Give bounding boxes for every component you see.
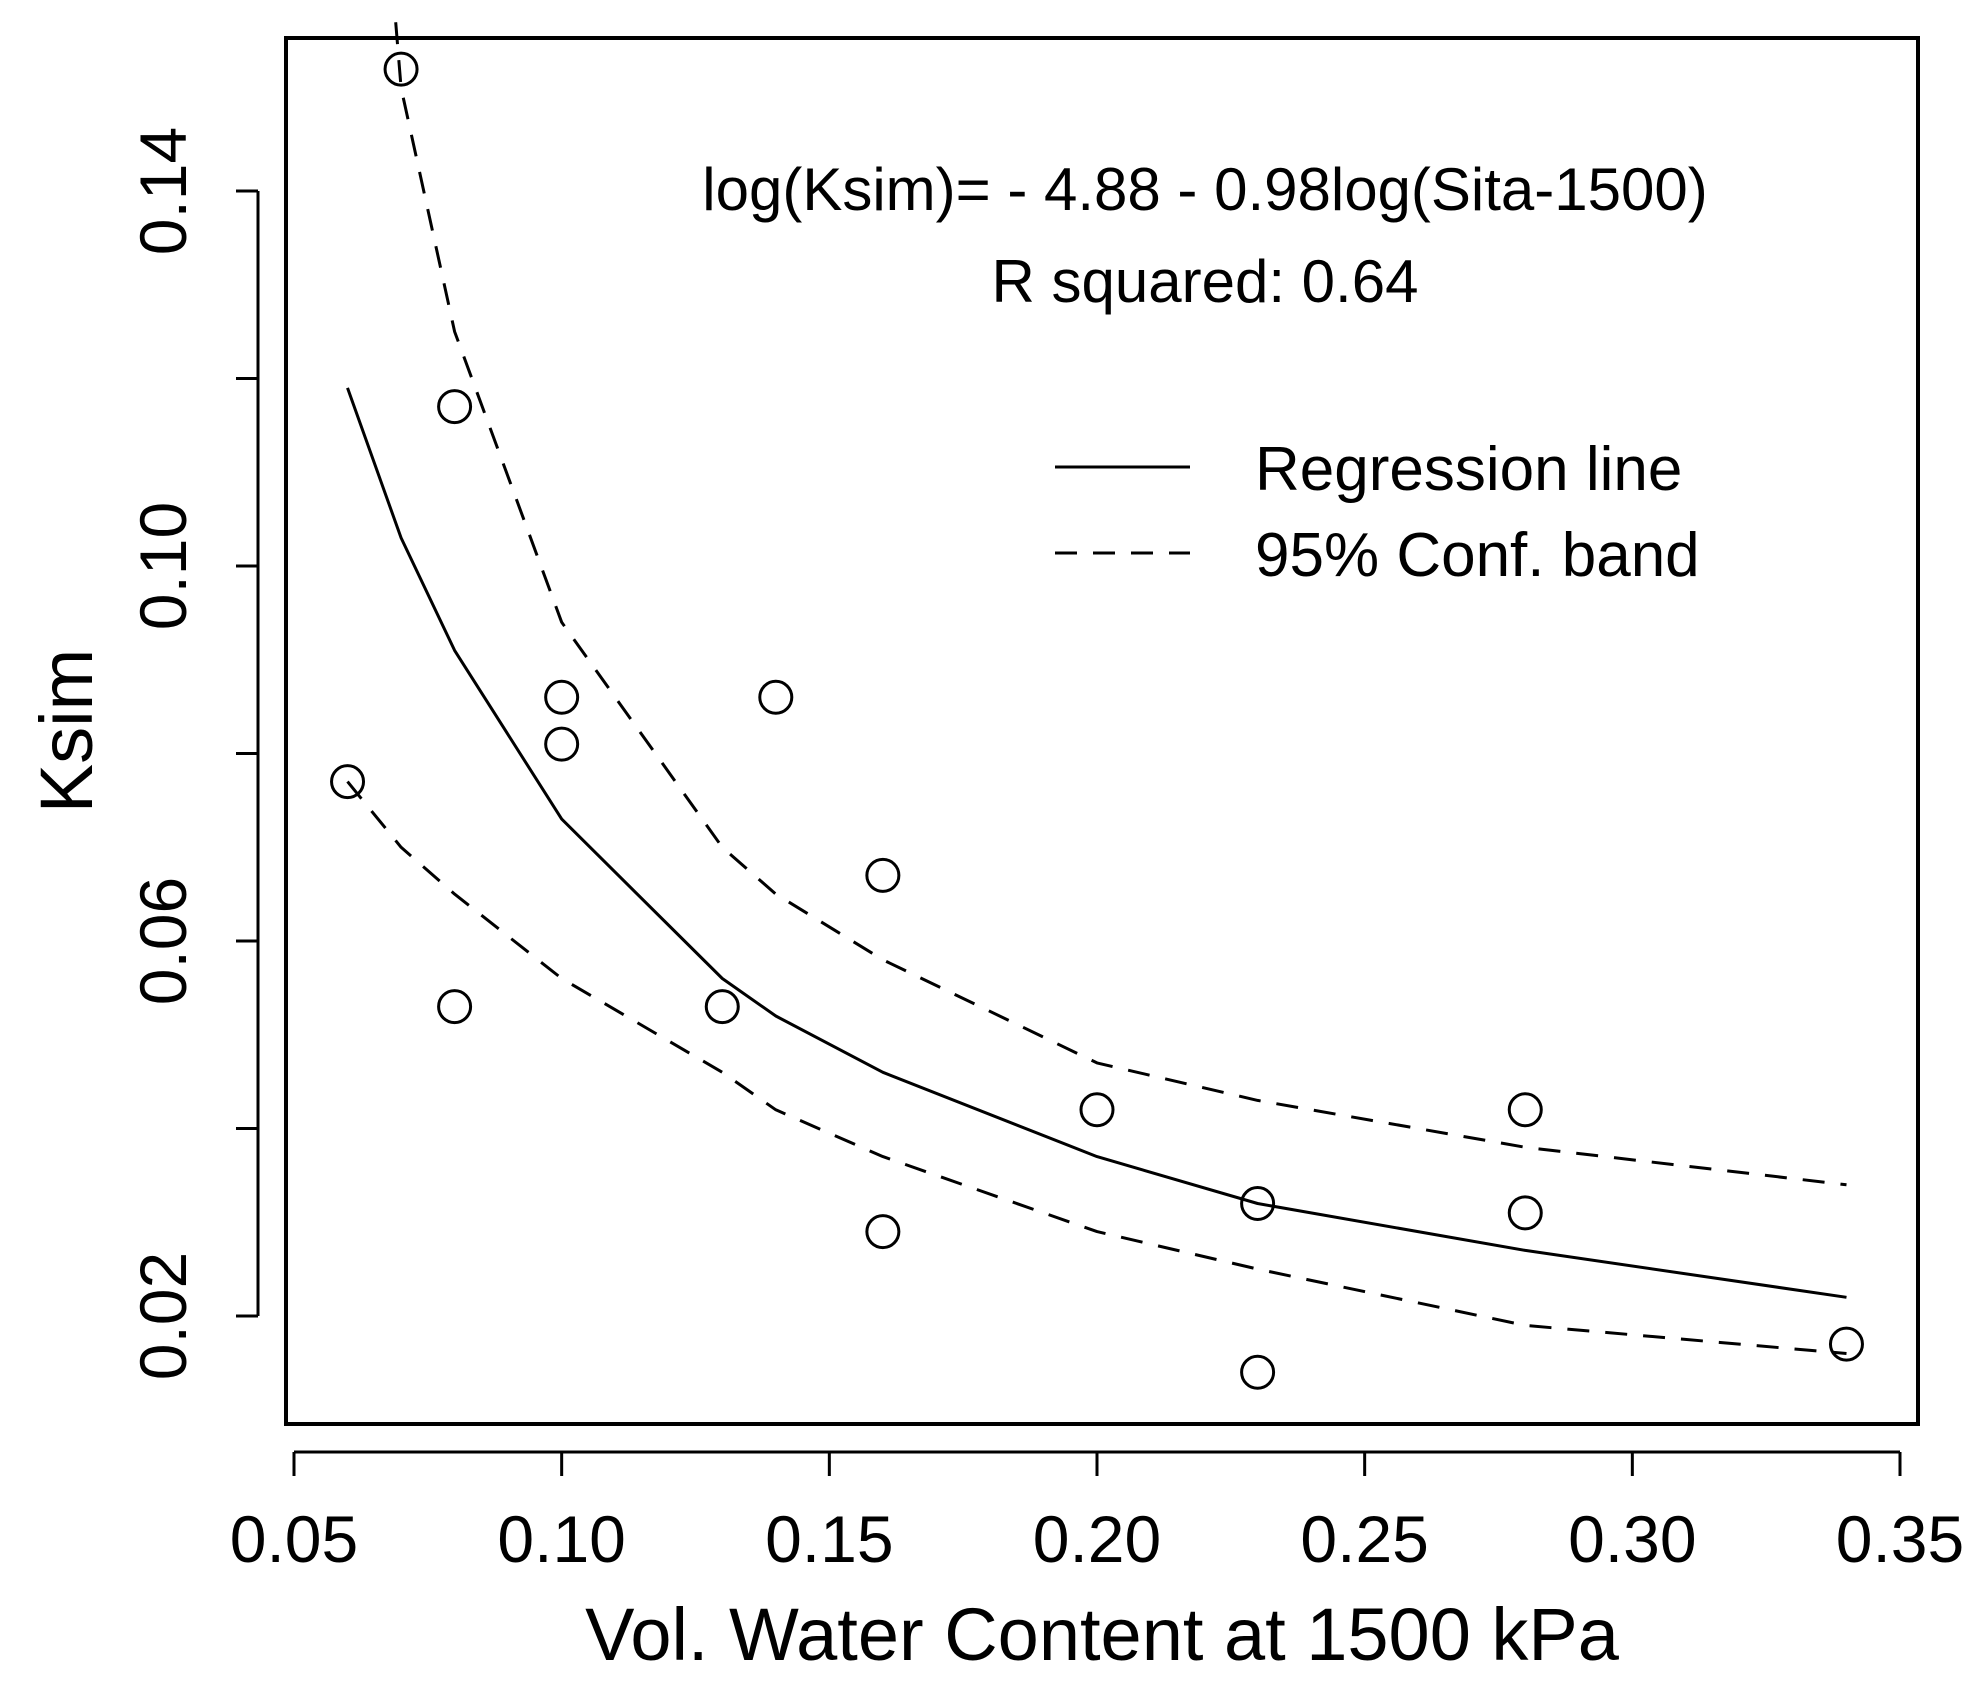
data-point [1828, 1326, 1864, 1362]
legend-label-conf-band: 95% Conf. band [1255, 521, 1700, 590]
legend-label-regression: Regression line [1255, 435, 1682, 504]
data-point [704, 989, 740, 1025]
regression-line [346, 387, 1847, 1299]
data-point [865, 1214, 901, 1250]
x-tick-label: 0.25 [1300, 1502, 1428, 1576]
y-axis-title: Ksim [25, 649, 108, 813]
y-tick-label: 0.10 [126, 502, 200, 630]
x-axis: 0.05 0.10 0.15 0.20 0.25 0.30 0.35 [230, 1450, 1964, 1576]
data-point [1240, 1354, 1276, 1390]
y-axis: 0.02 0.06 0.10 0.14 [126, 127, 260, 1380]
y-tick-label: 0.02 [126, 1252, 200, 1380]
data-point [383, 51, 419, 87]
x-tick-label: 0.30 [1568, 1502, 1696, 1576]
x-tick-label: 0.15 [765, 1502, 893, 1576]
x-tick-label: 0.05 [230, 1502, 358, 1576]
data-point [758, 679, 794, 715]
legend: Regression line 95% Conf. band [1055, 435, 1700, 590]
x-axis-title: Vol. Water Content at 1500 kPa [585, 1593, 1620, 1676]
points-layer [330, 51, 1864, 1390]
data-point [437, 389, 473, 425]
series-layer [346, 22, 1847, 1355]
data-point [865, 857, 901, 893]
y-tick-label: 0.14 [126, 127, 200, 255]
x-tick-label: 0.10 [497, 1502, 625, 1576]
data-point [1079, 1092, 1115, 1128]
plot-frame [284, 36, 1920, 1426]
data-point [1507, 1092, 1543, 1128]
data-point [1507, 1195, 1543, 1231]
data-point [544, 726, 580, 762]
data-point [544, 679, 580, 715]
y-tick-label: 0.06 [126, 877, 200, 1005]
equation-annotation: log(Ksim)= - 4.88 - 0.98log(Sita-1500) [702, 156, 1707, 223]
data-point [1240, 1186, 1276, 1221]
data-point [437, 989, 473, 1025]
data-point [330, 764, 366, 800]
conf-band-line [394, 22, 1847, 1187]
conf-band-line [346, 780, 1847, 1355]
r-squared-annotation: R squared: 0.64 [992, 248, 1419, 315]
x-tick-label: 0.20 [1033, 1502, 1161, 1576]
x-tick-label: 0.35 [1836, 1502, 1964, 1576]
